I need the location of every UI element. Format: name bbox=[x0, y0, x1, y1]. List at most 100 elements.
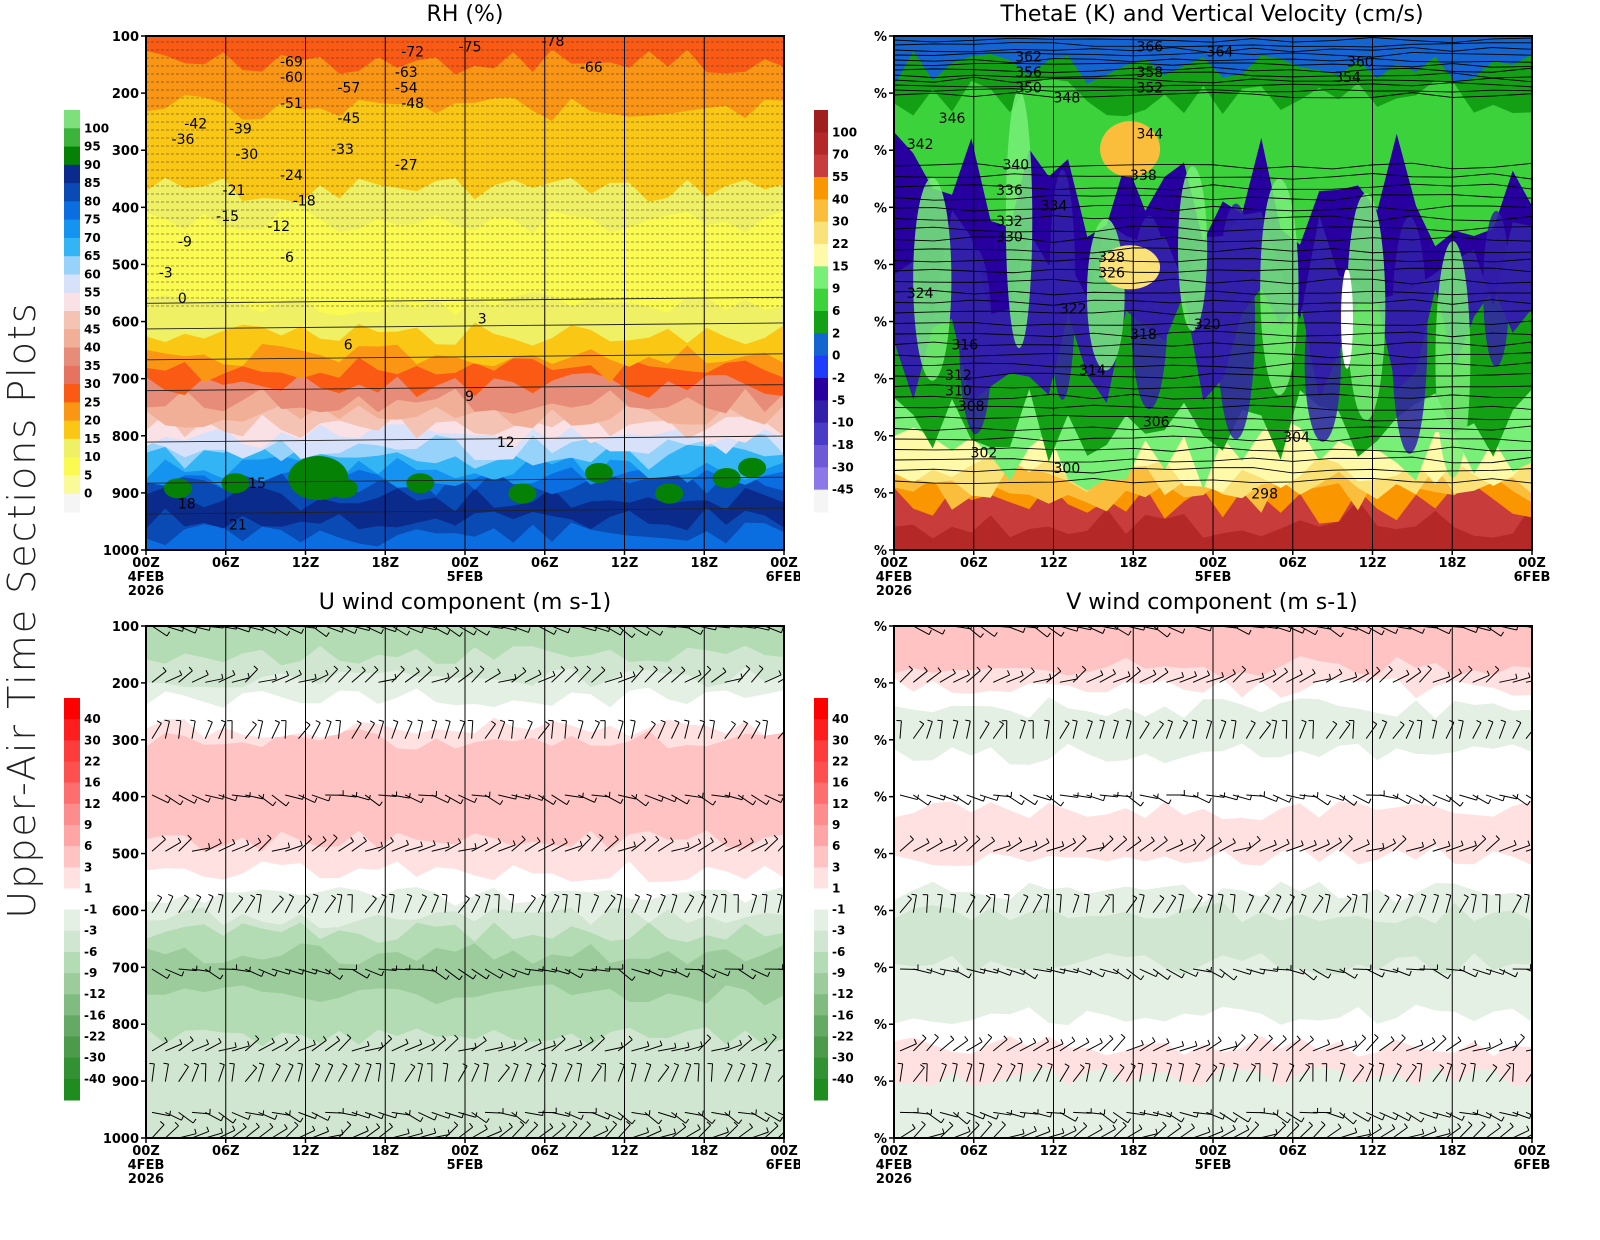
th-colorbar-label: 6 bbox=[832, 304, 840, 318]
rh-ytick-label: 700 bbox=[112, 373, 139, 388]
rh-contour-label: -45 bbox=[337, 111, 360, 127]
u-ytick-label: 700 bbox=[112, 961, 139, 976]
u-colorbar-label: -9 bbox=[84, 966, 97, 980]
u-wind-barb-flag bbox=[210, 966, 211, 971]
rh-colorbar-swatch bbox=[64, 457, 80, 476]
th-colorbar-label: -10 bbox=[832, 416, 854, 430]
th-colorbar-swatch bbox=[814, 132, 828, 155]
rh-xtick-label: 00Z bbox=[770, 556, 798, 571]
rh-colorbar-label: 45 bbox=[84, 322, 101, 336]
u-xtick-label: 06Z bbox=[531, 1144, 559, 1159]
v-wind-barb-flag bbox=[1542, 674, 1543, 679]
rh-colorbar-label: 85 bbox=[84, 176, 101, 190]
u-colorbar-swatch bbox=[64, 973, 80, 995]
rh-colorbar-swatch bbox=[64, 475, 80, 494]
v-ytick-label: % bbox=[874, 620, 887, 635]
v-wind-barb-flag bbox=[898, 1063, 903, 1064]
u-colorbar-swatch bbox=[64, 952, 80, 974]
rh-colorbar-swatch bbox=[64, 165, 80, 184]
v-colorbar-label: 6 bbox=[832, 839, 840, 853]
th-colorbar-label: -30 bbox=[832, 460, 854, 474]
u-xtick-date: 4FEB bbox=[128, 1158, 165, 1173]
th-colorbar-swatch bbox=[814, 333, 828, 356]
v-colorbar-swatch bbox=[814, 1058, 828, 1080]
u-colorbar-label: -3 bbox=[84, 924, 97, 938]
th-contour-label: 340 bbox=[1002, 158, 1029, 174]
v-xtick-date: 6FEB bbox=[1514, 1158, 1551, 1173]
th-ytick-label: % bbox=[874, 430, 887, 445]
v-wind-barb-flag bbox=[1470, 1063, 1475, 1064]
v-colorbar-swatch bbox=[814, 1037, 828, 1059]
rh-ytick-label: 100 bbox=[112, 30, 139, 45]
th-contour-label: 310 bbox=[945, 384, 972, 400]
rh-xtick-label: 12Z bbox=[292, 556, 320, 571]
u-colorbar-label: 16 bbox=[84, 776, 101, 790]
v-colorbar-label: -1 bbox=[832, 903, 845, 917]
u-colorbar-swatch bbox=[64, 846, 80, 868]
u-wind-barb-flag bbox=[410, 1110, 411, 1115]
rh-contour-label: -63 bbox=[395, 65, 418, 81]
u-wind-barb bbox=[352, 895, 353, 913]
v-wind-barb bbox=[1326, 1064, 1327, 1082]
u-ytick-label: 300 bbox=[112, 734, 139, 749]
th-xtick-label: 12Z bbox=[1359, 556, 1387, 571]
rh-ytick-label: 500 bbox=[112, 258, 139, 273]
th-colorbar-label: -5 bbox=[832, 393, 845, 407]
th-colorbar-swatch bbox=[814, 356, 828, 379]
v-colorbar-swatch bbox=[814, 825, 828, 847]
th-ytick-label: % bbox=[874, 258, 887, 273]
rh-contour-label: -24 bbox=[280, 168, 303, 184]
vwind-title: V wind component (m s-1) bbox=[1066, 590, 1358, 615]
v-wind-barb bbox=[1313, 721, 1314, 739]
th-contour-label: 298 bbox=[1251, 486, 1278, 502]
v-wind-barb-flag bbox=[1533, 722, 1537, 725]
rh-contour-label: -39 bbox=[229, 122, 252, 138]
u-xtick-date: 5FEB bbox=[447, 1158, 484, 1173]
v-colorbar-swatch bbox=[814, 1079, 828, 1101]
v-colorbar-swatch bbox=[814, 952, 828, 974]
u-wind-barb-flag bbox=[163, 1063, 168, 1064]
rh-colorbar-swatch bbox=[64, 439, 80, 458]
th-colorbar-swatch bbox=[814, 155, 828, 178]
v-wind-barb-flag bbox=[1542, 1115, 1544, 1120]
rh-contour-label: 15 bbox=[248, 476, 266, 492]
v-colorbar-swatch bbox=[814, 719, 828, 741]
th-colorbar-swatch bbox=[814, 467, 828, 490]
rh-colorbar-label: 55 bbox=[84, 286, 101, 300]
u-colorbar-label: 3 bbox=[84, 860, 92, 874]
u-colorbar-label: 40 bbox=[84, 712, 101, 726]
v-colorbar-swatch bbox=[814, 698, 828, 720]
th-ytick-label: % bbox=[874, 373, 887, 388]
v-wind-barb-flag bbox=[1078, 792, 1079, 797]
v-colorbar-swatch bbox=[814, 867, 828, 889]
rh-contour-label: -12 bbox=[267, 219, 290, 235]
v-field bbox=[894, 621, 1545, 1138]
rh-colorbar-label: 100 bbox=[84, 121, 109, 135]
rh-contour-label: -15 bbox=[216, 209, 239, 225]
v-ytick-label: % bbox=[874, 848, 887, 863]
u-colorbar-label: -16 bbox=[84, 1008, 106, 1022]
th-velocity-cell bbox=[1131, 216, 1168, 409]
u-ytick-label: 600 bbox=[112, 904, 139, 919]
rh-colorbar-label: 20 bbox=[84, 414, 101, 428]
v-wind-barb-flag bbox=[937, 720, 942, 721]
th-velocity-cell bbox=[1178, 166, 1207, 331]
rh-moist-blob bbox=[164, 478, 192, 498]
u-colorbar-swatch bbox=[64, 719, 80, 741]
rh-colorbar-swatch bbox=[64, 110, 80, 129]
rh-contour-label: -51 bbox=[280, 96, 303, 112]
u-wind-barb-flag bbox=[389, 894, 394, 895]
u-ytick-label: 900 bbox=[112, 1075, 139, 1090]
u-wind-barb bbox=[205, 1064, 206, 1082]
u-wind-barb bbox=[338, 969, 356, 970]
th-colorbar-swatch bbox=[814, 400, 828, 423]
rh-contour-label: -3 bbox=[159, 265, 173, 281]
rh-ytick-label: 800 bbox=[112, 430, 139, 445]
th-contour-label: 334 bbox=[1041, 199, 1068, 215]
th-colorbar-label: -18 bbox=[832, 438, 854, 452]
v-colorbar-swatch bbox=[814, 761, 828, 783]
u-colorbar-swatch bbox=[64, 804, 80, 826]
rh-colorbar-label: 65 bbox=[84, 249, 101, 263]
rh-contour-label: -75 bbox=[459, 39, 482, 55]
rh-colorbar-swatch bbox=[64, 384, 80, 403]
